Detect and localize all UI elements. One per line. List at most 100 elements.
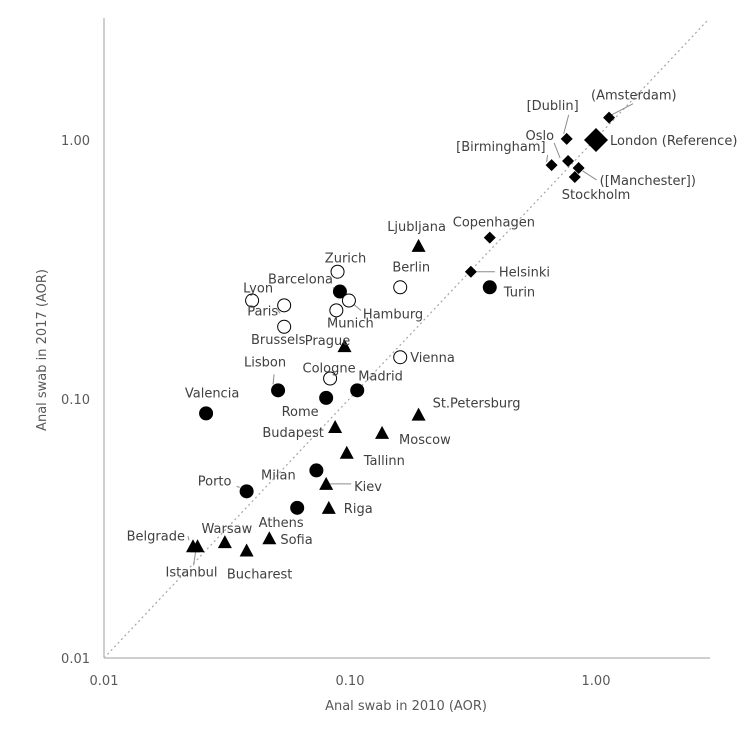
point-label: Budapest (262, 426, 324, 441)
reference-line-layer (103, 19, 709, 659)
point-label: Brussels (251, 333, 306, 348)
axes (103, 18, 710, 659)
point-label: [Birmingham] (456, 140, 545, 155)
point-label: Copenhagen (453, 216, 535, 231)
x-tick-label: 0.01 (90, 674, 119, 689)
point-label: Belgrade (127, 529, 185, 544)
reference-line (103, 19, 709, 659)
point-label: Hamburg (363, 308, 423, 323)
tick-labels: 0.01 0.10 1.00 0.01 0.10 1.00 (61, 134, 610, 689)
data-point-brussels (277, 319, 292, 334)
data-point-tallinn (339, 445, 354, 459)
data-point-sofia (262, 531, 277, 545)
point-label: Sofia (280, 533, 312, 548)
point-label: Rome (282, 405, 319, 420)
point-label: Cologne (303, 361, 356, 376)
point-label: Riga (344, 502, 373, 517)
data-point-prague (337, 339, 352, 353)
point-label: Munich (327, 316, 374, 331)
leader-line (236, 485, 240, 488)
point-label: Turin (503, 285, 535, 300)
data-point-rome (319, 390, 334, 405)
leader-line (187, 536, 190, 541)
point-label: Bucharest (227, 568, 292, 583)
data-point-lisbon (271, 383, 286, 398)
data-point-birmingham (545, 159, 558, 172)
data-point-vienna (393, 350, 408, 365)
data-point-budapest (328, 419, 343, 433)
point-label: Warsaw (202, 522, 253, 537)
data-point-zurich (330, 264, 345, 279)
data-point-hamburg (341, 293, 356, 308)
data-point-madrid (350, 383, 365, 398)
x-tick-label: 1.00 (582, 674, 611, 689)
x-axis-title: Anal swab in 2010 (AOR) (325, 699, 487, 714)
data-point-ljubljana (411, 238, 426, 252)
data-point-manchester (572, 161, 585, 174)
point-label: St.Petersburg (433, 397, 521, 412)
point-label: Ljubljana (387, 220, 446, 235)
leader-line (193, 552, 197, 566)
point-label: Athens (259, 516, 304, 531)
data-point-valencia (199, 406, 214, 421)
data-point-paris (277, 298, 292, 313)
data-point-copenhagen (483, 231, 496, 244)
point-label: Tallinn (363, 454, 405, 469)
data-point-barcelona (332, 284, 347, 299)
data-point-kiev (319, 476, 334, 490)
data-point-london-reference (584, 128, 608, 152)
data-point-athens (290, 500, 305, 515)
y-tick-label: 0.01 (61, 652, 90, 667)
point-label: Moscow (399, 433, 451, 448)
point-label: Prague (305, 334, 350, 349)
leader-line (546, 155, 549, 163)
point-label: Porto (198, 474, 232, 489)
data-point-cologne (323, 371, 338, 386)
point-label: Madrid (358, 369, 403, 384)
point-label: Lyon (243, 282, 273, 297)
point-label: Oslo (525, 129, 554, 144)
point-label: Helsinki (499, 266, 550, 281)
data-point-moscow (375, 425, 390, 439)
leader-line (609, 103, 634, 117)
point-label: Lisbon (244, 355, 286, 370)
y-tick-label: 0.10 (61, 393, 90, 408)
leader-line (563, 114, 570, 135)
x-tick-label: 0.10 (336, 674, 365, 689)
leader-line (272, 374, 275, 385)
point-label: London (Reference) (610, 134, 737, 149)
leader-line (553, 142, 561, 159)
y-axis-title: Anal swab in 2017 (AOR) (35, 269, 50, 431)
point-label: (Amsterdam) (591, 89, 677, 104)
data-point-warsaw (217, 535, 232, 549)
leader-line (582, 170, 597, 181)
point-label: Barcelona (268, 273, 333, 288)
data-point-berlin (393, 280, 408, 295)
y-tick-label: 1.00 (61, 134, 90, 149)
data-point-amsterdam (603, 111, 616, 124)
leader-line (275, 308, 281, 314)
data-points (185, 111, 616, 557)
data-point-stockholm (568, 170, 581, 183)
point-label: Valencia (185, 386, 239, 401)
data-point-istanbul (190, 539, 205, 553)
data-point-turin (482, 280, 497, 295)
data-point-milan (309, 463, 324, 478)
point-label: [Dublin] (527, 99, 579, 114)
data-point-st-petersburg (411, 407, 426, 421)
data-point-helsinki (464, 265, 477, 278)
point-label: Vienna (410, 351, 455, 366)
data-point-oslo (562, 154, 575, 167)
point-label: Kiev (354, 480, 382, 495)
point-label: Paris (247, 304, 278, 319)
point-label: Berlin (392, 260, 430, 275)
data-point-bucharest (239, 543, 254, 557)
point-label: Milan (261, 468, 296, 483)
leader-line (353, 304, 362, 311)
point-label: Istanbul (166, 565, 218, 580)
data-point-dublin (560, 132, 573, 145)
leader-lines (187, 103, 634, 566)
point-label: ([Manchester]) (600, 174, 696, 189)
data-point-porto (239, 484, 254, 499)
